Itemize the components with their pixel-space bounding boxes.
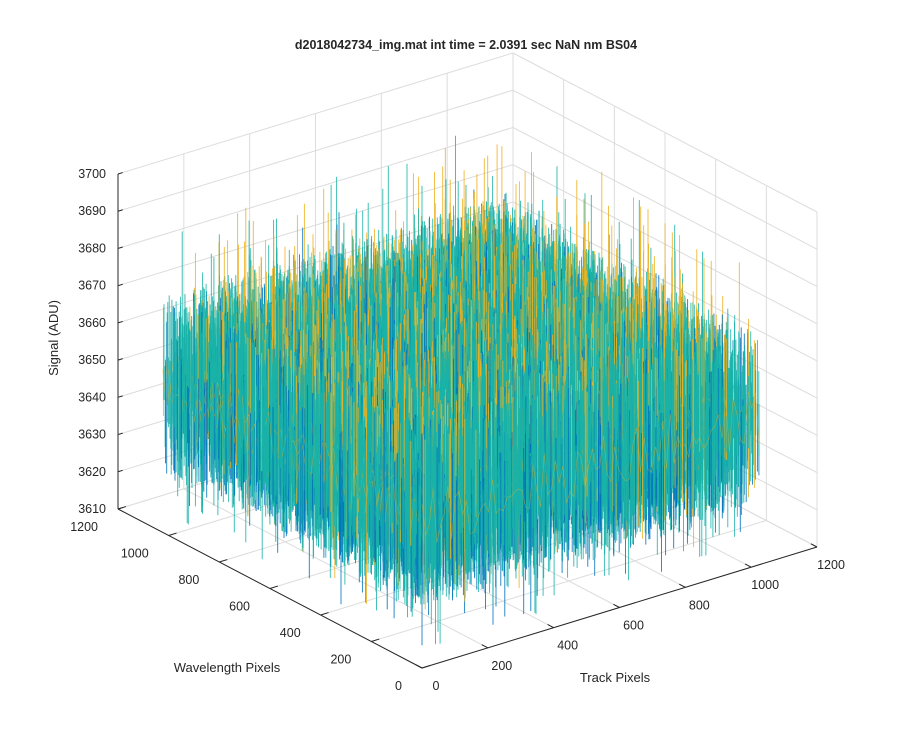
back-wall-grid-line <box>117 52 514 175</box>
surface-plot <box>162 135 760 646</box>
side-wall-grid-line <box>512 89 818 250</box>
chart-title: d2018042734_img.mat int time = 2.0391 se… <box>295 38 637 52</box>
back-wall-grid-line <box>117 126 514 249</box>
floor-grid-line <box>371 520 767 642</box>
back-wall-grid-line <box>117 164 514 287</box>
side-wall-grid-line <box>512 52 818 213</box>
back-wall-grid-line <box>117 89 514 212</box>
side-wall-grid-line <box>512 127 818 287</box>
